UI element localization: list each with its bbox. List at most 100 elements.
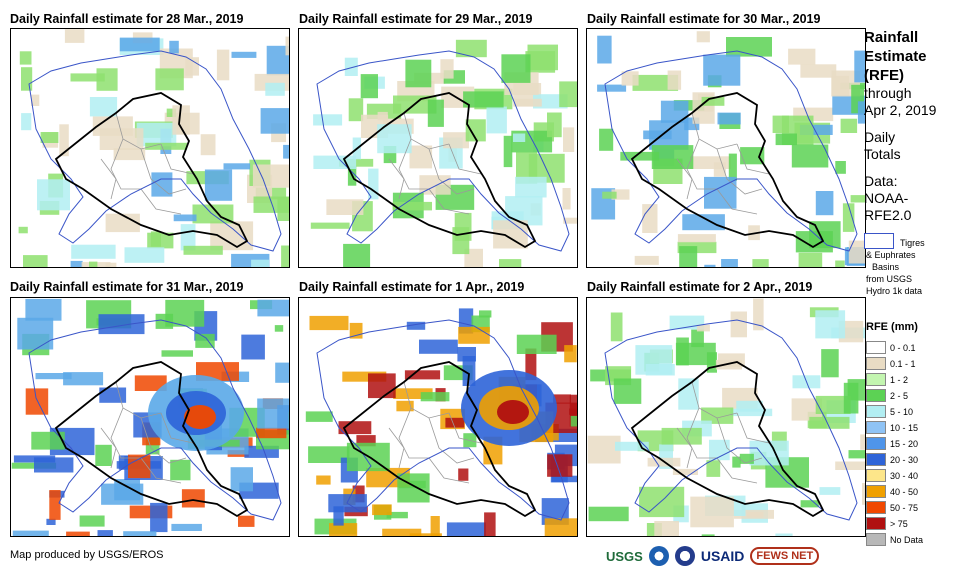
map-panel-2[interactable] [298, 28, 578, 268]
rainfall-patch [445, 417, 465, 428]
rainfall-patch [419, 339, 458, 354]
usgs-logo: USGS [606, 548, 643, 564]
rainfall-patch [46, 518, 56, 525]
basin-legend-text: Tigres & Euphrates Basins from USGS Hydr… [864, 237, 964, 297]
map-panel-4[interactable] [10, 297, 290, 537]
rainfall-patch [329, 523, 358, 536]
map-svg-2 [310, 39, 577, 267]
rainfall-patch [667, 70, 682, 90]
rainfall-patch [701, 534, 715, 536]
admin-boundary [428, 148, 475, 195]
rainfall-patch [642, 204, 658, 233]
legend-label: 5 - 10 [890, 407, 914, 417]
rainfall-patch [89, 261, 98, 267]
rainfall-patch [455, 39, 487, 58]
rainfall-patch [382, 528, 422, 536]
rainfall-patch [409, 145, 433, 169]
legend-label: 15 - 20 [890, 439, 919, 449]
rainfall-patch [393, 388, 433, 399]
rainfall-patch [113, 148, 146, 161]
legend-swatch [866, 501, 886, 514]
data-source-line: Data: [864, 173, 898, 189]
basin-outline [604, 319, 858, 521]
rainfall-patch [372, 504, 392, 516]
rainfall-patch [123, 531, 157, 536]
rainfall-patch [99, 387, 127, 403]
basin-legend-line: from USGS [866, 274, 913, 284]
rainfall-patch [166, 108, 177, 117]
data-source-line: RFE2.0 [864, 207, 912, 223]
rainfall-patch [440, 59, 454, 79]
admin-boundary [388, 158, 405, 200]
rainfall-patch [326, 199, 364, 215]
rainfall-patch [730, 311, 747, 338]
admin-boundary [676, 158, 693, 200]
rainfall-patch [709, 439, 730, 461]
rainfall-patch [12, 530, 49, 536]
legend-label: 20 - 30 [890, 455, 919, 465]
admin-boundary [140, 148, 187, 195]
rainfall-patch [515, 176, 547, 198]
rainfall-patch [726, 37, 772, 57]
rainfall-patch [396, 400, 414, 412]
rainfall-patch [59, 124, 69, 157]
rainfall-patch [256, 427, 287, 439]
rainfall-patch [238, 515, 255, 527]
rainfall-patch [675, 342, 716, 366]
daily-totals-line: Daily [864, 129, 896, 145]
rainfall-patch [860, 434, 865, 450]
rainfall-patch [553, 394, 571, 404]
rainfall-patch [34, 457, 74, 473]
legend-swatch [866, 357, 886, 370]
rainfall-patch [848, 450, 865, 459]
map-panel-5[interactable] [298, 297, 578, 537]
rainfall-patch [265, 82, 285, 96]
rainfall-patch [613, 378, 642, 404]
admin-boundary [676, 427, 693, 469]
side-title-line: Estimate [864, 48, 927, 65]
rainfall-patch [70, 73, 105, 82]
rainfall-patch [701, 407, 734, 424]
rainfall-patch [704, 264, 716, 267]
admin-boundary [160, 412, 194, 444]
basin-legend-line: Hydro 1k data [866, 286, 923, 296]
legend-label: No Data [890, 535, 924, 545]
rainfall-patch [562, 188, 571, 210]
rainfall-patch [231, 51, 257, 58]
usaid-logo: USAID [700, 548, 745, 564]
rainfall-patch [850, 195, 865, 203]
rainfall-patch [772, 115, 789, 133]
rainfall-patch [821, 349, 839, 378]
map-panel-3[interactable] [586, 28, 866, 268]
rainfall-patch [97, 530, 113, 536]
admin-boundary [736, 412, 770, 444]
basin-outline [316, 319, 570, 521]
fews-net-logo: FEWS NET [750, 547, 820, 565]
rainfall-patch [597, 84, 627, 92]
rainfall-patch [559, 81, 577, 108]
rainfall-patch [386, 511, 408, 519]
admin-boundary [403, 381, 450, 419]
map-panel-1[interactable] [10, 28, 290, 268]
rainfall-patch [632, 74, 679, 91]
rainfall-patch [368, 168, 379, 200]
rainfall-patch [105, 213, 140, 233]
rainfall-patch [696, 324, 710, 332]
map-panel-6[interactable] [586, 297, 866, 537]
rainfall-patch [31, 431, 65, 450]
rainfall-patch [753, 298, 764, 331]
rainfall-patch [696, 31, 710, 43]
rainfall-patch [672, 468, 698, 475]
rainfall-patch [484, 512, 496, 536]
country-border [54, 92, 249, 249]
legend-swatch [866, 485, 886, 498]
admin-boundary [716, 148, 763, 195]
admin-boundary [388, 427, 405, 469]
rainfall-patch [611, 189, 630, 200]
map-svg-1 [18, 29, 289, 267]
legend-swatch [866, 373, 886, 386]
rainfall-patch [216, 49, 230, 81]
rainfall-patch [283, 144, 289, 159]
rainfall-patch [18, 226, 28, 234]
rainfall-patch [516, 152, 538, 184]
